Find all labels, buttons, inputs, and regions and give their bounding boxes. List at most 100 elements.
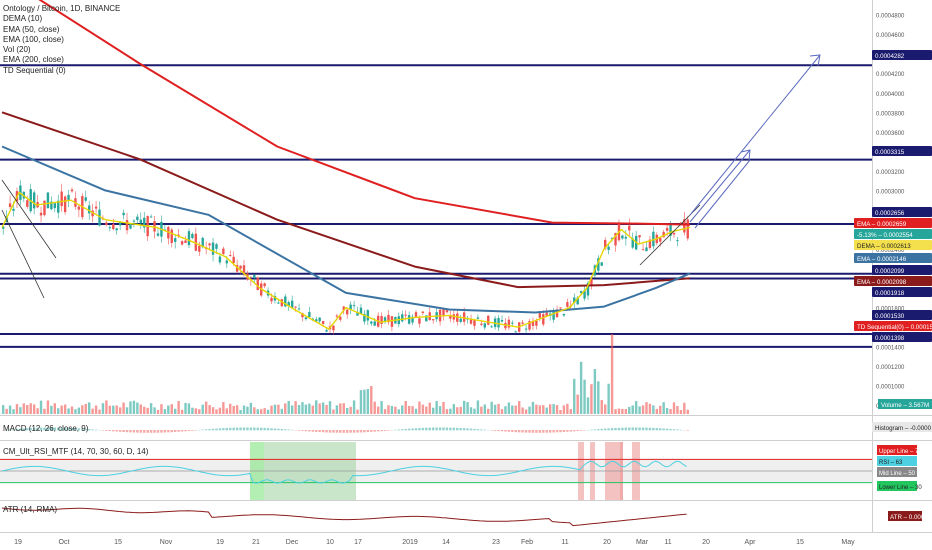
volume-bar-54	[187, 403, 191, 414]
candle-body-110	[380, 316, 383, 324]
legend-item-vol[interactable]: Vol (20)	[3, 45, 31, 55]
macd-hist-162	[559, 430, 562, 433]
volume-bar-116	[401, 405, 404, 414]
volume-bar-78	[270, 405, 273, 414]
legend-item-ema100[interactable]: EMA (100, close)	[3, 34, 64, 44]
macd-hist-132	[456, 427, 459, 431]
macd-hist-112	[387, 430, 390, 431]
volume-bar-150	[518, 401, 521, 414]
volume-bar-23	[81, 405, 84, 414]
volume-bar-193	[665, 407, 669, 414]
candle-body-94	[325, 330, 328, 332]
macd-hist-175	[604, 428, 607, 431]
price-tick-8: 0.0003200	[876, 170, 905, 176]
candle-body-99	[342, 306, 345, 311]
volume-bar-30	[105, 400, 108, 414]
price-label-bg-1	[872, 146, 932, 156]
macd-hist-120	[414, 428, 418, 431]
candle-body-140	[483, 323, 486, 328]
candle-body-61	[211, 242, 215, 255]
macd-hist-34	[118, 430, 122, 432]
candle-body-170	[586, 282, 590, 296]
legend-item-dema[interactable]: DEMA (10)	[3, 14, 43, 24]
volume-bar-8	[29, 403, 32, 414]
price-tick-17: 0.0001000	[876, 385, 905, 391]
candle-body-45	[156, 233, 160, 236]
time-tick-3: Nov	[160, 539, 173, 546]
macd-hist-123	[425, 427, 428, 431]
volume-bar-161	[555, 405, 559, 414]
price-label-bg-10	[872, 310, 932, 320]
time-axis: 19 Oct 15 Nov 19 21 Dec 10 17 2019 14 23 Feb 11 20 Mar 1…	[14, 539, 855, 546]
volume-bar-38	[132, 400, 136, 414]
macd-hist-21	[74, 428, 77, 431]
legend-item-ema200[interactable]: EMA (200, close)	[3, 55, 64, 65]
volume-bar-146	[504, 406, 507, 414]
volume-bar-131	[452, 404, 456, 414]
candle-body-79	[273, 296, 277, 301]
volume-bar-50	[174, 408, 177, 414]
volume-bar-143	[493, 404, 497, 414]
volume-bar-82	[284, 403, 287, 414]
macd-hist-177	[610, 428, 614, 431]
time-tick-9: 2019	[402, 539, 418, 546]
macd-hist-49	[170, 430, 173, 433]
candle-body-9	[32, 192, 36, 209]
volume-bar-106	[366, 388, 370, 414]
candle-body-128	[442, 309, 445, 317]
volume-label-bg	[878, 399, 932, 409]
macd-hist-144	[497, 430, 500, 432]
macd-hist-133	[459, 427, 462, 431]
candle-body-129	[445, 310, 449, 313]
candle-body-161	[555, 309, 559, 318]
macd-hist-152	[524, 430, 528, 433]
candle-body-62	[215, 244, 218, 249]
arrow-head-2	[740, 149, 751, 161]
volume-bar-182	[628, 406, 631, 414]
time-tick-12: Feb	[521, 539, 533, 546]
drawing-tools	[1, 54, 821, 299]
macd-hist-93	[321, 430, 325, 433]
macd-hist-164	[566, 430, 569, 432]
volume-bar-181	[624, 408, 628, 414]
macd-hist-107	[370, 430, 373, 432]
candle-body-81	[280, 299, 284, 307]
volume-bar-98	[339, 403, 342, 414]
macd-hist-11	[39, 427, 43, 431]
macd-hist-171	[590, 429, 593, 431]
volume-bar-180	[621, 408, 624, 414]
macd-hist-68	[235, 427, 239, 431]
volume-bar-21	[74, 409, 77, 414]
volume-bar-126	[435, 401, 438, 414]
time-tick-6: Dec	[286, 539, 299, 546]
macd-hist-96	[332, 430, 335, 433]
macd-hist-1	[5, 429, 8, 431]
macd-hist-151	[521, 430, 524, 433]
candle-body-144	[497, 318, 500, 328]
macd-hist-157	[542, 430, 545, 433]
candle-body-105	[363, 313, 366, 322]
volume-bar-81	[280, 408, 284, 414]
volume-bar-40	[139, 404, 142, 414]
legend-item-td[interactable]: TD Sequential (0)	[3, 65, 66, 75]
macd-hist-196	[676, 429, 679, 431]
price-label-5: DEMA – 0.0002613	[857, 243, 911, 250]
legend-item-ema50[interactable]: EMA (50, close)	[3, 24, 60, 34]
macd-hist-139	[480, 429, 483, 431]
candle-body-87	[301, 313, 304, 318]
candle-body-58	[201, 237, 204, 248]
series-line-0	[38, 0, 691, 226]
volume-bar-149	[514, 405, 517, 414]
volume-bar-187	[645, 402, 648, 414]
candle-body-41	[143, 217, 146, 228]
atr-line	[1, 507, 687, 527]
volume-bar-145	[500, 409, 504, 414]
volume-bar-117	[404, 400, 407, 414]
macd-hist-150	[518, 430, 521, 433]
macd-hist-2	[8, 429, 12, 431]
macd-hist-8	[29, 428, 32, 431]
volume-bar-36	[125, 407, 129, 414]
candle-body-68	[235, 265, 239, 272]
price-tick-11: 0.0002400	[876, 248, 905, 254]
